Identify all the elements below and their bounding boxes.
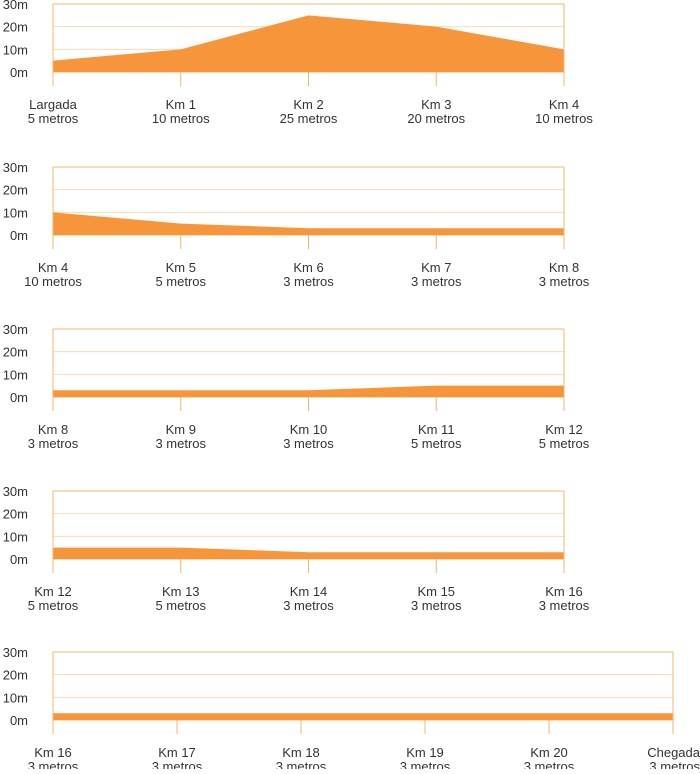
x-tick-label: Km 16	[34, 745, 72, 760]
data-label: 5 metros	[411, 436, 462, 451]
data-label: 3 metros	[283, 436, 334, 451]
x-tick-label: Km 10	[290, 422, 328, 437]
data-label: 5 metros	[28, 111, 79, 126]
x-tick-label: Largada	[29, 97, 77, 112]
x-tick-label: Km 19	[406, 745, 444, 760]
y-tick-label: 0m	[10, 228, 28, 243]
y-tick-label: 10m	[3, 367, 28, 382]
data-label: 3 metros	[524, 759, 575, 769]
y-tick-label: 20m	[3, 668, 28, 683]
x-tick-label: Km 13	[162, 584, 200, 599]
data-label: 3 metros	[155, 436, 206, 451]
y-tick-label: 20m	[3, 507, 28, 522]
x-tick-label: Km 14	[290, 584, 328, 599]
y-tick-label: 0m	[10, 552, 28, 567]
x-tick-label: Km 2	[293, 97, 323, 112]
x-tick-label: Km 12	[34, 584, 72, 599]
y-tick-label: 30m	[3, 484, 28, 499]
x-tick-label: Km 18	[282, 745, 320, 760]
x-tick-label: Km 1	[166, 97, 196, 112]
x-tick-label: Chegada	[647, 745, 700, 760]
data-label: 10 metros	[24, 274, 82, 289]
data-label: 3 metros	[283, 598, 334, 613]
data-label: 3 metros	[411, 598, 462, 613]
data-label: 3 metros	[276, 759, 327, 769]
x-tick-label: Km 9	[166, 422, 196, 437]
data-label: 10 metros	[152, 111, 210, 126]
data-label: 3 metros	[649, 759, 700, 769]
x-tick-label: Km 8	[38, 422, 68, 437]
x-tick-label: Km 15	[417, 584, 455, 599]
x-tick-label: Km 5	[166, 260, 196, 275]
x-tick-label: Km 20	[530, 745, 568, 760]
data-label: 25 metros	[280, 111, 338, 126]
y-tick-label: 0m	[10, 390, 28, 405]
x-tick-label: Km 11	[418, 422, 455, 437]
data-label: 3 metros	[539, 598, 590, 613]
y-tick-label: 30m	[3, 0, 28, 12]
elevation-area	[53, 548, 564, 559]
data-label: 5 metros	[28, 598, 79, 613]
x-tick-label: Km 4	[38, 260, 68, 275]
x-tick-label: Km 3	[421, 97, 451, 112]
x-tick-label: Km 12	[545, 422, 583, 437]
elevation-area	[53, 386, 564, 397]
data-label: 3 metros	[28, 759, 79, 769]
x-tick-label: Km 4	[549, 97, 579, 112]
data-label: 5 metros	[539, 436, 590, 451]
elevation-area	[53, 212, 564, 235]
x-tick-label: Km 6	[293, 260, 323, 275]
y-tick-label: 20m	[3, 20, 28, 35]
x-tick-label: Km 8	[549, 260, 579, 275]
x-tick-label: Km 17	[158, 745, 196, 760]
y-tick-label: 0m	[10, 713, 28, 728]
y-tick-label: 0m	[10, 65, 28, 80]
y-tick-label: 20m	[3, 345, 28, 360]
data-label: 10 metros	[535, 111, 593, 126]
y-tick-label: 10m	[3, 205, 28, 220]
data-label: 3 metros	[28, 436, 79, 451]
y-tick-label: 30m	[3, 645, 28, 660]
data-label: 3 metros	[411, 274, 462, 289]
data-label: 20 metros	[407, 111, 465, 126]
x-tick-label: Km 16	[545, 584, 583, 599]
y-tick-label: 20m	[3, 183, 28, 198]
y-tick-label: 10m	[3, 529, 28, 544]
data-label: 3 metros	[400, 759, 451, 769]
y-tick-label: 30m	[3, 322, 28, 337]
y-tick-label: 10m	[3, 690, 28, 705]
x-tick-label: Km 7	[421, 260, 451, 275]
data-label: 3 metros	[539, 274, 590, 289]
data-label: 5 metros	[155, 598, 206, 613]
elevation-area	[53, 15, 564, 72]
y-tick-label: 10m	[3, 42, 28, 57]
data-label: 3 metros	[152, 759, 203, 769]
y-tick-label: 30m	[3, 160, 28, 175]
elevation-area	[53, 713, 673, 720]
data-label: 5 metros	[155, 274, 206, 289]
data-label: 3 metros	[283, 274, 334, 289]
